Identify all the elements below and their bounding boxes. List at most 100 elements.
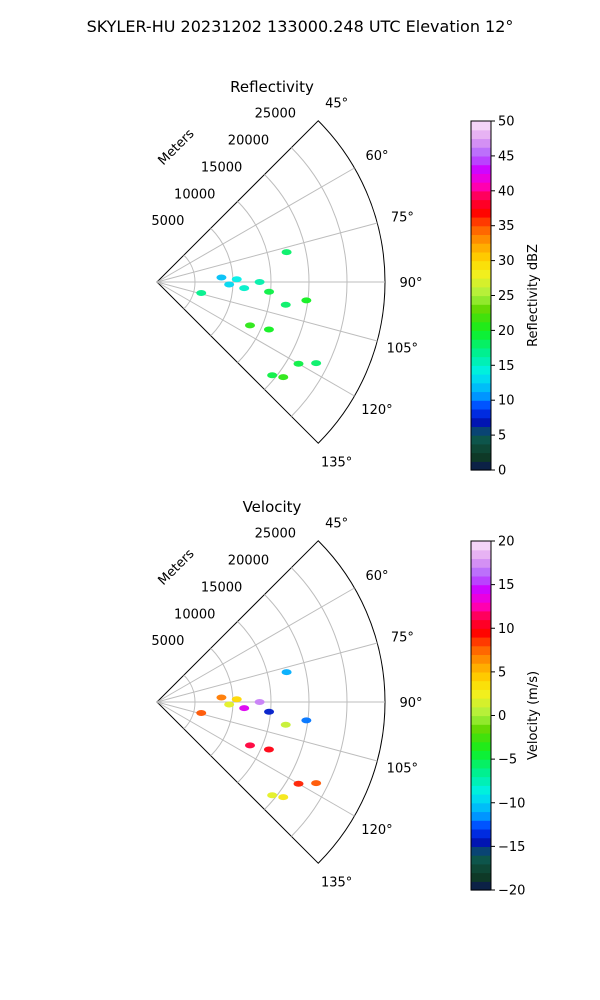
- radar-echo: [244, 742, 255, 749]
- azimuth-tick-label: 45°: [325, 516, 348, 531]
- azimuth-tick-label: 120°: [361, 403, 392, 418]
- range-tick-label: 20000: [228, 554, 269, 569]
- azimuth-spoke: [156, 222, 378, 283]
- colorbar-segment: [471, 182, 491, 192]
- colorbar-segment: [471, 435, 491, 445]
- colorbar-segment: [471, 811, 491, 821]
- azimuth-spoke: [156, 701, 355, 817]
- radar-echo: [196, 290, 207, 297]
- colorbar-tick-label: 25: [498, 289, 515, 304]
- colorbar-segment: [471, 382, 491, 393]
- colorbar-segment: [471, 173, 491, 183]
- radar-echo: [293, 780, 304, 787]
- colorbar-segment: [471, 602, 491, 612]
- colorbar-segment: [471, 129, 491, 140]
- radar-echo: [267, 372, 278, 379]
- colorbar-segment: [471, 269, 491, 279]
- colorbar-segment: [471, 549, 491, 560]
- colorbar-segment: [471, 147, 491, 157]
- colorbar-tick-label: 10: [498, 394, 515, 409]
- radar-echo: [254, 279, 265, 285]
- colorbar-segment: [471, 671, 491, 682]
- colorbar-segment: [471, 759, 491, 769]
- colorbar-segment: [471, 680, 491, 690]
- colorbar-tick-label: 20: [498, 324, 515, 339]
- colorbar-segment: [471, 741, 491, 751]
- reflectivity-panel: Reflectivity 45° 60° 75° 90° 105° 120° 135° 5000…: [151, 78, 541, 479]
- colorbar-segment: [471, 304, 491, 314]
- radar-echo: [216, 694, 227, 701]
- colorbar-segment: [471, 732, 491, 743]
- range-tick-label: 5000: [151, 634, 184, 649]
- colorbar-tick-label: 15: [498, 578, 515, 593]
- azimuth-tick-label: 105°: [387, 342, 418, 357]
- range-tick-label: 15000: [201, 160, 242, 175]
- azimuth-tick-label: 135°: [321, 456, 352, 471]
- colorbar-segment: [471, 610, 491, 621]
- colorbar-segment: [471, 855, 491, 865]
- radar-echo: [301, 717, 312, 724]
- radar-echo: [311, 360, 322, 367]
- figure-suptitle: SKYLER-HU 20231202 133000.248 UTC Elevat…: [87, 17, 514, 36]
- colorbar-segment: [471, 347, 491, 358]
- colorbar-tick-label: 40: [498, 184, 515, 199]
- velocity-panel: Velocity 45° 60° 75° 90° 105° 120° 135° 5000 1000…: [151, 498, 541, 899]
- colorbar-tick-label: 10: [498, 622, 515, 637]
- colorbar-segment: [471, 645, 491, 656]
- colorbar-tick-label: 45: [498, 149, 515, 164]
- colorbar-segment: [471, 295, 491, 305]
- range-tick-label: 5000: [151, 214, 184, 229]
- colorbar-segment: [471, 312, 491, 323]
- radial-axis-label: Meters: [156, 126, 198, 168]
- colorbar-segment: [471, 330, 491, 340]
- colorbar-tick-label: 50: [498, 115, 515, 130]
- range-tick-label: 15000: [201, 580, 242, 595]
- colorbar-segment: [471, 208, 491, 218]
- colorbar-segment: [471, 706, 491, 717]
- colorbar-segment: [471, 461, 491, 471]
- colorbar-segment: [471, 794, 491, 804]
- colorbar-segment: [471, 619, 491, 629]
- colorbar-segment: [471, 750, 491, 760]
- colorbar-tick-label: 15: [498, 359, 515, 374]
- radar-echo: [196, 710, 207, 717]
- radar-echo: [224, 701, 235, 708]
- colorbar-segment: [471, 155, 491, 166]
- colorbar-segment: [471, 689, 491, 699]
- colorbar-segment: [471, 593, 491, 603]
- colorbar-segment: [471, 199, 491, 209]
- colorbar-segment: [471, 321, 491, 331]
- colorbar-segment: [471, 802, 491, 813]
- colorbar-segment: [471, 767, 491, 778]
- panel-title: Velocity: [243, 498, 302, 516]
- colorbar-tick-label: 20: [498, 535, 515, 550]
- colorbar-tick-label: 30: [498, 254, 515, 269]
- colorbar-segment: [471, 785, 491, 795]
- colorbar-segment: [471, 164, 491, 174]
- colorbar-tick-label: 0: [498, 464, 506, 479]
- range-tick-label: 10000: [174, 607, 215, 622]
- radar-echo: [281, 669, 292, 676]
- colorbar-segment: [471, 837, 491, 847]
- radar-echo: [264, 708, 275, 715]
- colorbar-segment: [471, 828, 491, 839]
- radar-echo: [264, 288, 275, 295]
- azimuth-tick-label: 75°: [391, 210, 414, 225]
- colorbar-segment: [471, 251, 491, 262]
- colorbar-segment: [471, 820, 491, 830]
- colorbar-segment: [471, 339, 491, 349]
- colorbar-segment: [471, 872, 491, 882]
- colorbar-segment: [471, 863, 491, 874]
- radar-echo: [231, 696, 242, 703]
- colorbar-segment: [471, 636, 491, 647]
- colorbar-segment: [471, 698, 491, 708]
- colorbar-segment: [471, 558, 491, 568]
- azimuth-spoke: [156, 281, 378, 342]
- colorbar-label: Reflectivity dBZ: [526, 244, 541, 347]
- colorbar-tick-label: 5: [498, 665, 506, 680]
- radar-echo: [263, 746, 274, 753]
- colorbar-tick-label: 0: [498, 709, 506, 724]
- colorbar-segment: [471, 452, 491, 462]
- colorbar-segment: [471, 663, 491, 673]
